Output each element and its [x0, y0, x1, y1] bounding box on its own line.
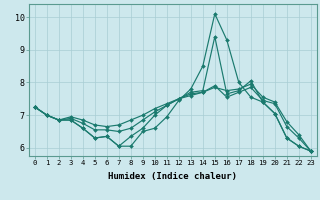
X-axis label: Humidex (Indice chaleur): Humidex (Indice chaleur) [108, 172, 237, 181]
